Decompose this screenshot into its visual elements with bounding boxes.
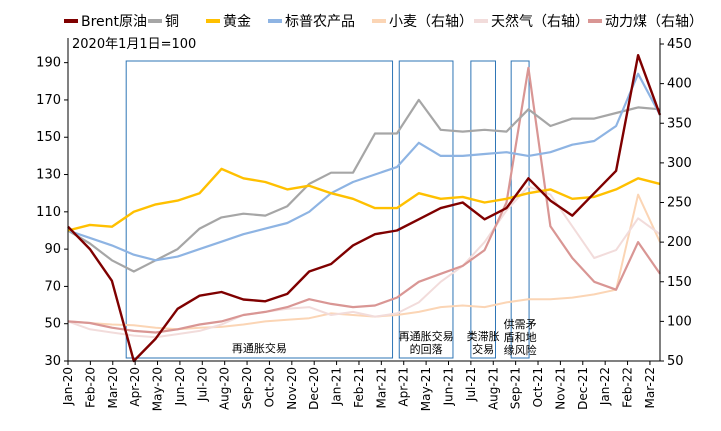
x-tick-label: May-20: [151, 367, 165, 411]
series-line: [67, 167, 661, 232]
annotation-box: [125, 60, 394, 359]
annotation-label: 类滞胀交易: [467, 329, 500, 356]
right-tick-label: 100: [667, 314, 692, 329]
x-tick-label: Feb-20: [83, 367, 97, 408]
x-tick-label: Feb-22: [621, 367, 635, 408]
right-tick-label: 400: [667, 77, 692, 92]
left-tick-label: 50: [44, 317, 61, 332]
legend-entry: 动力煤（右轴）: [605, 14, 703, 30]
x-tick-label: Apr-20: [128, 367, 142, 407]
x-tick-label: Oct-21: [531, 367, 545, 407]
series-line: [67, 72, 661, 262]
series-lines: [67, 54, 662, 363]
annotation-box: [470, 60, 496, 359]
x-tick-label: Jan-22: [598, 367, 612, 406]
x-tick-label: Aug-20: [218, 367, 232, 410]
x-tick-label: Jun-21: [441, 367, 455, 406]
x-tick-label: Mar-21: [374, 367, 388, 408]
x-tick-label: May-21: [419, 367, 433, 411]
annotation-label: 供需矛盾和地缘风险: [504, 317, 537, 357]
series-line: [67, 185, 661, 339]
x-tick-label: Nov-20: [285, 367, 299, 410]
annotation-box: [398, 60, 454, 359]
x-tick-label: Nov-21: [553, 367, 567, 410]
x-tick-label: Sep-21: [509, 367, 523, 409]
left-tick-label: 170: [36, 93, 61, 108]
right-tick-label: 350: [667, 116, 692, 131]
x-tick-label: Aug-21: [486, 367, 500, 410]
x-tick-label: Jul-20: [195, 367, 209, 402]
x-tick-label: Sep-20: [240, 367, 254, 409]
legend-entry: 小麦（右轴）: [389, 14, 473, 30]
left-tick-label: 110: [36, 205, 61, 220]
annotation-box: [510, 60, 530, 359]
x-tick-label: Mar-20: [106, 367, 120, 408]
series-line: [67, 66, 661, 334]
series-line: [67, 193, 661, 331]
left-tick-label: 150: [36, 130, 61, 145]
x-tick-label: Dec-21: [576, 367, 590, 410]
legend: Brent原油 铜 黄金 标普农产品 小麦（右轴） 天然气（右轴） 动力煤（右轴）: [64, 13, 703, 30]
x-tick-label: Apr-21: [397, 367, 411, 407]
left-tick-label: 90: [44, 242, 61, 257]
annotation-label: 再通胀交易: [232, 341, 287, 355]
legend-entry: 铜: [165, 14, 179, 30]
right-tick-label: 250: [667, 196, 692, 211]
legend-entry: 标普农产品: [285, 14, 355, 30]
right-tick-label: 200: [667, 235, 692, 250]
left-tick-label: 190: [36, 56, 61, 71]
series-line: [67, 98, 661, 273]
right-tick-label: 150: [667, 275, 692, 290]
x-tick-label: Feb-21: [352, 367, 366, 408]
left-tick-label: 70: [44, 279, 61, 294]
right-tick-label: 50: [667, 354, 684, 369]
left-tick-label: 130: [36, 168, 61, 183]
x-tick-label: Oct-20: [262, 367, 276, 407]
x-tick-label: Jul-21: [464, 367, 478, 402]
series-line: [67, 54, 662, 363]
x-tick-label: Jan-21: [330, 367, 344, 406]
right-tick-label: 300: [667, 156, 692, 171]
x-tick-label: Mar-22: [643, 367, 657, 408]
annotation-label: 再通胀交易的回落: [399, 329, 454, 356]
legend-entry: 天然气（右轴）: [491, 13, 589, 30]
x-tick-label: Dec-20: [307, 367, 321, 410]
left-tick-label: 30: [44, 354, 61, 369]
right-tick-label: 450: [667, 37, 692, 52]
legend-entry: 黄金: [223, 13, 251, 30]
axes: 30 50 70 90 110 130 150 170 190 50 100 150 200 250 300…: [36, 37, 692, 411]
base-note: 2020年1月1日=100: [72, 37, 196, 52]
x-tick-label: Jun-20: [173, 367, 187, 406]
x-tick-label: Jan-20: [61, 367, 75, 406]
legend-entry: Brent原油: [81, 14, 147, 30]
